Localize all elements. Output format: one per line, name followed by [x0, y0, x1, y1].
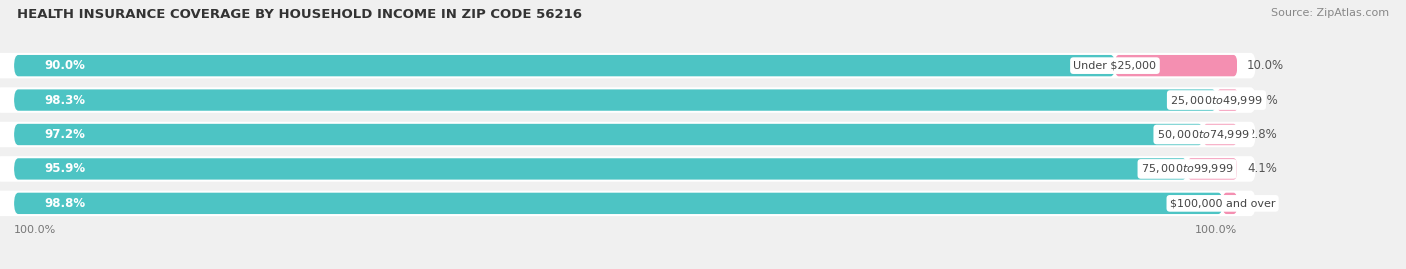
FancyBboxPatch shape — [14, 89, 1216, 111]
Text: 1.2%: 1.2% — [1247, 197, 1277, 210]
Text: HEALTH INSURANCE COVERAGE BY HOUSEHOLD INCOME IN ZIP CODE 56216: HEALTH INSURANCE COVERAGE BY HOUSEHOLD I… — [17, 8, 582, 21]
FancyBboxPatch shape — [1204, 124, 1237, 145]
Text: 98.8%: 98.8% — [45, 197, 86, 210]
Text: 10.0%: 10.0% — [1247, 59, 1284, 72]
Text: Under $25,000: Under $25,000 — [1073, 61, 1157, 71]
Text: $50,000 to $74,999: $50,000 to $74,999 — [1157, 128, 1250, 141]
FancyBboxPatch shape — [0, 156, 1256, 182]
FancyBboxPatch shape — [0, 87, 1256, 113]
Text: 97.2%: 97.2% — [45, 128, 86, 141]
Text: 95.9%: 95.9% — [45, 162, 86, 175]
Text: 1.8%: 1.8% — [1249, 94, 1278, 107]
Text: Source: ZipAtlas.com: Source: ZipAtlas.com — [1271, 8, 1389, 18]
FancyBboxPatch shape — [0, 53, 1256, 78]
FancyBboxPatch shape — [14, 193, 1223, 214]
Text: $25,000 to $49,999: $25,000 to $49,999 — [1170, 94, 1263, 107]
Text: 98.3%: 98.3% — [45, 94, 86, 107]
Text: 4.1%: 4.1% — [1247, 162, 1277, 175]
FancyBboxPatch shape — [14, 158, 1187, 180]
FancyBboxPatch shape — [1187, 158, 1237, 180]
Text: $100,000 and over: $100,000 and over — [1170, 198, 1275, 208]
Text: 90.0%: 90.0% — [45, 59, 86, 72]
Text: 2.8%: 2.8% — [1247, 128, 1277, 141]
FancyBboxPatch shape — [1115, 55, 1237, 76]
Text: 100.0%: 100.0% — [14, 225, 56, 235]
Text: $75,000 to $99,999: $75,000 to $99,999 — [1140, 162, 1233, 175]
FancyBboxPatch shape — [0, 122, 1256, 147]
FancyBboxPatch shape — [14, 55, 1115, 76]
FancyBboxPatch shape — [1216, 89, 1239, 111]
FancyBboxPatch shape — [0, 191, 1256, 216]
Text: 100.0%: 100.0% — [1195, 225, 1237, 235]
FancyBboxPatch shape — [14, 124, 1204, 145]
FancyBboxPatch shape — [1223, 193, 1237, 214]
